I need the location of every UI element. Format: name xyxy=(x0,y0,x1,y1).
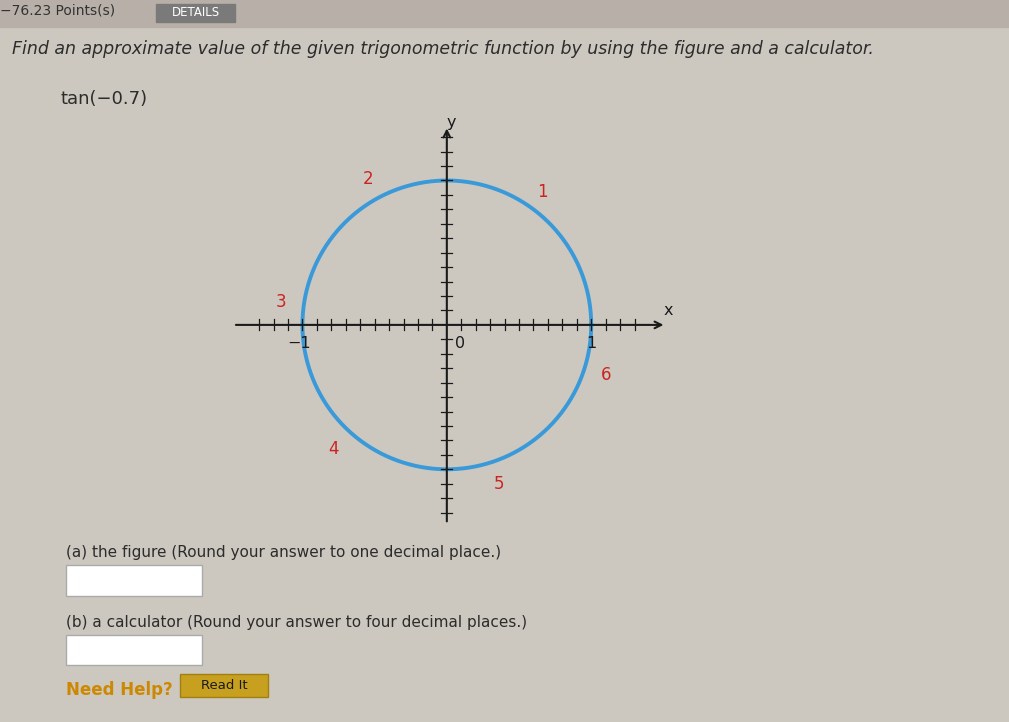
Bar xyxy=(156,4,235,22)
Text: Need Help?: Need Help? xyxy=(66,681,173,699)
Text: −76.23 Points(s): −76.23 Points(s) xyxy=(0,4,115,18)
Bar xyxy=(66,565,202,596)
Text: (a) the figure (Round your answer to one decimal place.): (a) the figure (Round your answer to one… xyxy=(66,545,500,560)
Text: 4: 4 xyxy=(328,440,339,458)
Text: x: x xyxy=(664,303,673,318)
Text: tan(−0.7): tan(−0.7) xyxy=(61,90,147,108)
Text: 2: 2 xyxy=(362,170,373,188)
Text: (b) a calculator (Round your answer to four decimal places.): (b) a calculator (Round your answer to f… xyxy=(66,615,527,630)
Text: DETAILS: DETAILS xyxy=(172,6,220,19)
Text: y: y xyxy=(446,115,456,130)
Text: 6: 6 xyxy=(600,366,610,384)
Text: −1: −1 xyxy=(288,336,312,352)
Text: 0: 0 xyxy=(455,336,465,352)
Text: 1: 1 xyxy=(586,336,596,352)
Bar xyxy=(66,635,202,665)
Text: 5: 5 xyxy=(494,474,504,492)
Bar xyxy=(0,0,1009,27)
Text: Read It: Read It xyxy=(201,679,247,692)
Text: 1: 1 xyxy=(537,183,548,201)
Text: 3: 3 xyxy=(275,292,287,310)
Bar xyxy=(180,674,268,697)
Text: Find an approximate value of the given trigonometric function by using the figur: Find an approximate value of the given t… xyxy=(12,40,874,58)
